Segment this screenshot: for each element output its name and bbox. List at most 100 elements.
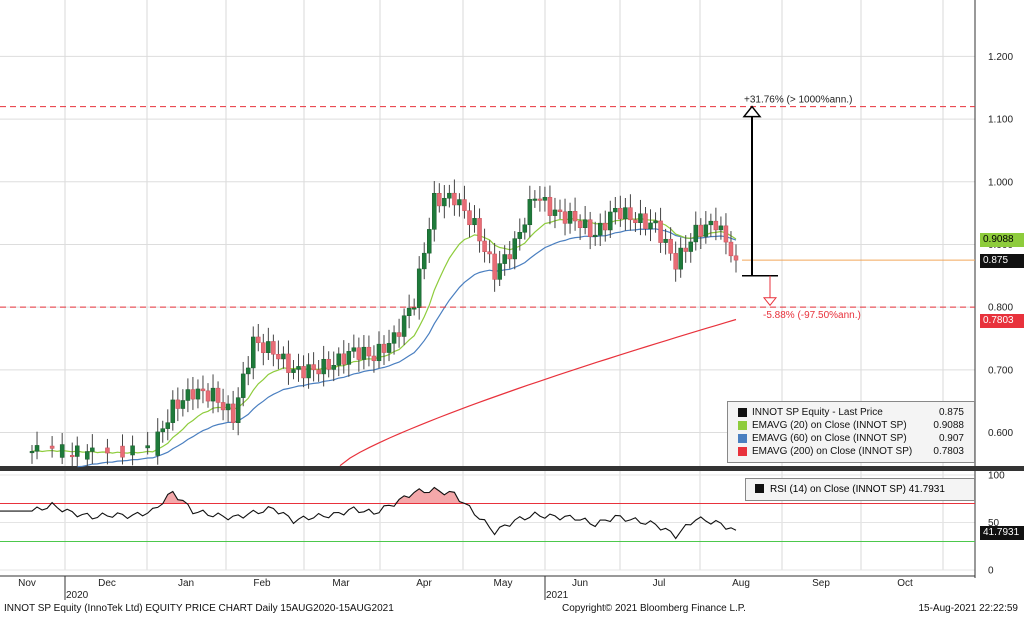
candle-body (391, 332, 397, 344)
candle-body (220, 402, 226, 411)
candle-body (69, 455, 75, 458)
candle-body (366, 346, 372, 357)
month-label: Sep (812, 578, 830, 589)
panel-separator (0, 466, 1024, 471)
candle-body (361, 346, 367, 360)
price-tick-label: 0.800 (988, 303, 1013, 314)
legend-label-ema200: EMAVG (200) on Close (INNOT SP) (752, 446, 913, 457)
candle-body (547, 197, 553, 216)
candle-body (346, 351, 352, 365)
candle-body (482, 240, 487, 252)
price-tick-label: 1.200 (988, 52, 1013, 63)
candle-body (276, 354, 281, 360)
candle-body (613, 207, 618, 213)
candle-body (688, 241, 693, 252)
candle-body (497, 263, 502, 280)
legend-row-ema60: EMAVG (60) on Close (INNOT SP) 0.907 (738, 432, 970, 445)
candle-body (296, 366, 301, 370)
legend-label-last-price: INNOT SP Equity - Last Price (752, 407, 883, 418)
legend-label-ema20: EMAVG (20) on Close (INNOT SP) (752, 420, 907, 431)
down-arrow-head (762, 297, 778, 307)
candle-body (240, 373, 246, 398)
candle-body (85, 451, 90, 460)
candle-body (628, 207, 633, 221)
candle-body (618, 207, 623, 220)
candle-body (542, 197, 548, 201)
candle-body (386, 343, 392, 353)
candle-body (648, 222, 653, 230)
candle-body (683, 247, 688, 252)
candle-body (49, 445, 55, 449)
month-label: Oct (897, 578, 913, 589)
candle-body (507, 254, 512, 260)
candle-body (437, 192, 442, 207)
rsi-tick-label: 100 (988, 471, 1005, 482)
month-label: Mar (332, 578, 350, 589)
legend-value-ema60: 0.907 (938, 433, 964, 444)
candle-body (723, 225, 729, 243)
footer-copyright: Copyright© 2021 Bloomberg Finance L.P. (562, 603, 746, 614)
footer-timestamp: 15-Aug-2021 22:22:59 (918, 603, 1018, 614)
month-label: May (494, 578, 513, 589)
candle-body (281, 353, 286, 360)
candle-body (261, 342, 266, 353)
candle-body (59, 444, 65, 458)
candle-body (708, 220, 714, 226)
candle-body (190, 389, 196, 400)
candle-body (522, 224, 528, 233)
candle-body (693, 224, 699, 243)
candle-body (396, 332, 402, 337)
candle-body (462, 199, 467, 211)
candle-body (381, 343, 387, 353)
legend-swatch-ema20 (738, 421, 747, 430)
rsi-legend: RSI (14) on Close (INNOT SP) 41.7931 (745, 478, 975, 501)
rsi-line (0, 486, 737, 540)
candle-body (562, 211, 568, 224)
candle-body (316, 369, 321, 375)
candle-body (306, 364, 311, 379)
ema200-line (339, 318, 737, 467)
candle-body (678, 247, 683, 270)
candle-body (266, 341, 271, 353)
candle-body (447, 192, 452, 199)
candle-body (512, 238, 517, 260)
legend-row-last-price: INNOT SP Equity - Last Price 0.875 (738, 406, 970, 419)
candle-body (75, 445, 80, 457)
candle-body (416, 268, 422, 308)
rsi-legend-swatch (755, 484, 764, 493)
month-label: Nov (18, 578, 36, 589)
candle-body (351, 347, 357, 352)
candle-body (623, 207, 628, 220)
footer-chart-info: INNOT SP Equity (InnoTek Ltd) EQUITY PRI… (4, 603, 394, 614)
lower-annotation: -5.88% (-97.50%ann.) (763, 310, 861, 321)
candle-body (587, 219, 593, 237)
price-tag-ema200: 0.7803 (980, 314, 1024, 328)
legend-value-last-price: 0.875 (938, 407, 964, 418)
month-label: Apr (416, 578, 432, 589)
price-tick-label: 1.100 (988, 115, 1013, 126)
candle-body (180, 400, 186, 409)
candle-body (286, 353, 291, 373)
candle-body (336, 353, 341, 366)
year-label: 2021 (546, 590, 569, 601)
candle-body (427, 229, 432, 254)
price-tick-label: 0.700 (988, 365, 1013, 376)
month-label: Dec (98, 578, 116, 589)
candle-body (356, 347, 362, 360)
candle-body (502, 254, 507, 264)
candle-body (210, 387, 216, 402)
rsi-tick-label: 0 (988, 566, 994, 577)
candle-body (597, 222, 603, 236)
candle-body (452, 192, 457, 206)
candle-body (401, 315, 407, 337)
month-label: Jan (178, 578, 194, 589)
candle-body (225, 403, 231, 411)
candle-body (34, 445, 40, 452)
candle-body (155, 431, 160, 456)
candle-body (537, 198, 543, 201)
candle-body (472, 218, 477, 226)
candle-body (487, 251, 492, 255)
candle-body (331, 365, 336, 370)
price-tag-last: 0.875 (980, 254, 1024, 268)
candle-body (230, 403, 236, 423)
